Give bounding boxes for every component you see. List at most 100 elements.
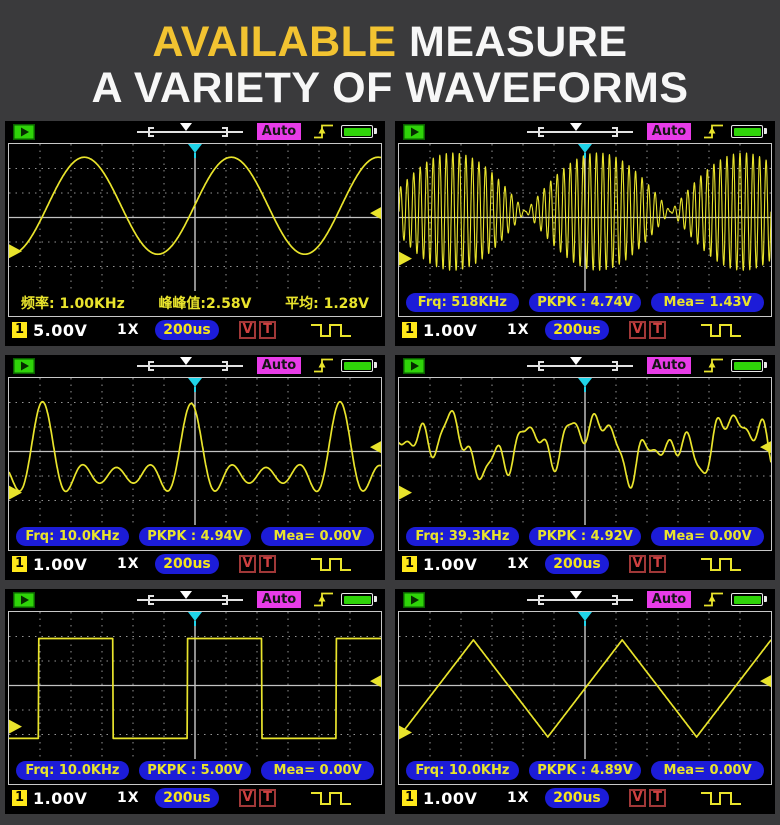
scope-topbar: Auto	[395, 121, 775, 143]
h-position-slider[interactable]	[137, 121, 243, 143]
slider-track	[527, 131, 633, 134]
channel-badge[interactable]: 1	[402, 556, 417, 573]
v-button[interactable]: V	[629, 555, 646, 574]
waveform-noise	[399, 378, 771, 526]
scope-panel-square: Auto Frq: 10.0KHz PKPK : 5.00V Mea= 0.00…	[5, 589, 385, 815]
t-button[interactable]: T	[649, 555, 666, 574]
v-button[interactable]: V	[239, 321, 256, 340]
scope-panel-triangle: Auto Frq: 10.0KHz PKPK : 4.89V Mea= 0.00…	[395, 589, 775, 815]
scope-display: Frq: 10.0KHz PKPK : 5.00V Mea= 0.00V	[8, 611, 382, 786]
freq-readout: Frq: 10.0KHz	[406, 761, 519, 781]
h-position-slider[interactable]	[137, 355, 243, 377]
probe-attenuation: 1X	[117, 790, 140, 807]
scope-display: Frq: 518KHz PKPK : 4.74V Mea= 1.43V	[398, 143, 772, 318]
slider-right-bracket	[221, 595, 228, 606]
slider-left-bracket	[537, 361, 544, 372]
t-button[interactable]: T	[259, 321, 276, 340]
timebase-badge[interactable]: 200us	[545, 320, 609, 341]
channel-badge[interactable]: 1	[12, 556, 27, 573]
channel-badge[interactable]: 1	[12, 322, 27, 339]
measurement-row: Frq: 518KHz PKPK : 4.74V Mea= 1.43V	[399, 291, 771, 314]
h-position-slider[interactable]	[527, 355, 633, 377]
scope-panel-sine: Auto 频率: 1.00KHz 峰峰值:2.58V 平均: 1.28V 1 5…	[5, 121, 385, 347]
freq-readout: Frq: 39.3KHz	[406, 527, 519, 547]
scope-grid: Auto 频率: 1.00KHz 峰峰值:2.58V 平均: 1.28V 1 5…	[0, 111, 780, 815]
v-button[interactable]: V	[629, 321, 646, 340]
measurement-row: Frq: 10.0KHz PKPK : 4.94V Mea= 0.00V	[9, 525, 381, 548]
trigger-mode-badge[interactable]: Auto	[647, 591, 691, 609]
scope-statusbar: 1 1.00V 1X 200us V T	[395, 551, 775, 579]
trigger-edge-icon	[704, 592, 723, 607]
run-stop-button[interactable]	[13, 358, 35, 375]
scope-panel-noise: Auto Frq: 39.3KHz PKPK : 4.92V Mea= 0.00…	[395, 355, 775, 581]
scope-topbar: Auto	[5, 121, 385, 143]
waveform-sine	[9, 144, 381, 292]
mean-readout: 平均: 1.28V	[285, 295, 369, 312]
volts-per-div: 1.00V	[423, 789, 478, 809]
scope-statusbar: 1 1.00V 1X 200us V T	[5, 551, 385, 579]
scope-topbar: Auto	[5, 589, 385, 611]
scope-statusbar: 1 1.00V 1X 200us V T	[395, 317, 775, 345]
run-stop-button[interactable]	[13, 592, 35, 609]
h-position-slider[interactable]	[527, 589, 633, 611]
timebase-badge[interactable]: 200us	[155, 320, 219, 341]
volts-per-div: 5.00V	[33, 321, 88, 341]
timebase-badge[interactable]: 200us	[545, 554, 609, 575]
battery-icon	[731, 125, 767, 139]
slider-track	[527, 599, 633, 602]
scope-panel-pulse: Auto Frq: 10.0KHz PKPK : 4.94V Mea= 0.00…	[5, 355, 385, 581]
timebase-badge[interactable]: 200us	[545, 788, 609, 809]
square-coupling-icon	[701, 792, 741, 806]
square-coupling-icon	[701, 324, 741, 338]
probe-attenuation: 1X	[507, 322, 530, 339]
battery-icon	[341, 593, 377, 607]
run-stop-button[interactable]	[403, 124, 425, 141]
t-button[interactable]: T	[649, 789, 666, 808]
pkpk-readout: 峰峰值:2.58V	[158, 295, 252, 312]
trigger-mode-badge[interactable]: Auto	[257, 357, 301, 375]
v-button[interactable]: V	[239, 789, 256, 808]
mean-readout: Mea= 0.00V	[261, 761, 374, 781]
scope-topbar: Auto	[5, 355, 385, 377]
probe-attenuation: 1X	[117, 556, 140, 573]
trigger-mode-badge[interactable]: Auto	[257, 591, 301, 609]
battery-level	[733, 127, 761, 136]
volts-per-div: 1.00V	[33, 789, 88, 809]
slider-marker-icon	[179, 591, 192, 600]
battery-icon	[731, 359, 767, 373]
t-button[interactable]: T	[259, 555, 276, 574]
t-button[interactable]: T	[649, 321, 666, 340]
slider-marker-icon	[179, 357, 192, 366]
timebase-badge[interactable]: 200us	[155, 788, 219, 809]
trigger-mode-badge[interactable]: Auto	[647, 357, 691, 375]
slider-track	[137, 599, 243, 602]
t-button[interactable]: T	[259, 789, 276, 808]
h-position-slider[interactable]	[527, 121, 633, 143]
measurement-row: Frq: 39.3KHz PKPK : 4.92V Mea= 0.00V	[399, 525, 771, 548]
scope-display: Frq: 10.0KHz PKPK : 4.94V Mea= 0.00V	[8, 377, 382, 552]
slider-track	[527, 365, 633, 368]
slider-left-bracket	[537, 595, 544, 606]
v-button[interactable]: V	[239, 555, 256, 574]
channel-badge[interactable]: 1	[402, 322, 417, 339]
channel-badge[interactable]: 1	[12, 790, 27, 807]
h-position-slider[interactable]	[137, 589, 243, 611]
trigger-mode-badge[interactable]: Auto	[257, 123, 301, 141]
run-stop-button[interactable]	[13, 124, 35, 141]
slider-left-bracket	[147, 595, 154, 606]
timebase-badge[interactable]: 200us	[155, 554, 219, 575]
slider-left-bracket	[147, 361, 154, 372]
volts-per-div: 1.00V	[423, 555, 478, 575]
waveform-triangle	[399, 612, 771, 760]
run-stop-button[interactable]	[403, 358, 425, 375]
trigger-mode-badge[interactable]: Auto	[647, 123, 691, 141]
battery-level	[733, 595, 761, 604]
v-button[interactable]: V	[629, 789, 646, 808]
scope-statusbar: 1 5.00V 1X 200us V T	[5, 317, 385, 345]
channel-badge[interactable]: 1	[402, 790, 417, 807]
slider-right-bracket	[221, 361, 228, 372]
title-rest: MEASURE	[396, 18, 628, 66]
battery-level	[343, 595, 371, 604]
run-stop-button[interactable]	[403, 592, 425, 609]
pkpk-readout: PKPK : 4.74V	[528, 293, 642, 313]
